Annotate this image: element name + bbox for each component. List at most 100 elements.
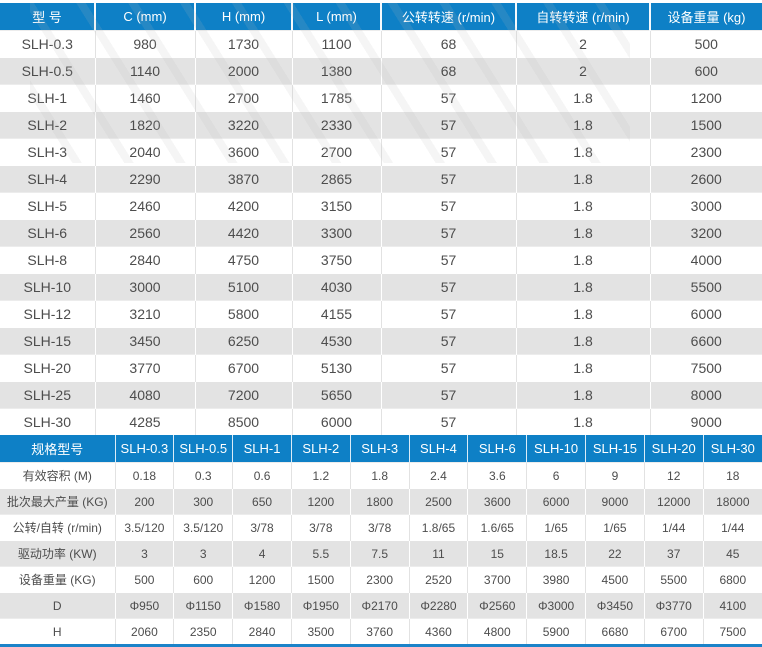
value-cell: 1200 [232, 566, 292, 593]
value-cell: 45 [703, 540, 762, 567]
column-header: 型 号 [0, 3, 96, 31]
value-cell: 6680 [585, 618, 645, 644]
value-cell: 1/44 [644, 514, 704, 541]
value-cell: 1200 [291, 488, 351, 515]
model-cell: SLH-0.3 [0, 30, 96, 58]
value-cell: 4030 [292, 273, 382, 301]
value-cell: 5800 [195, 300, 293, 328]
value-cell: Φ3000 [526, 592, 586, 619]
table-row: 设备重量 (KG) 500 600 1200 1500 2300 2520 3700 3980 4… [0, 566, 762, 593]
value-cell: 3.6 [467, 462, 528, 489]
model-column-header: SLH-3 [350, 435, 410, 463]
value-cell: 3750 [292, 246, 382, 274]
model-column-header: SLH-6 [467, 435, 528, 463]
value-cell: 3500 [291, 618, 351, 644]
value-cell: 6250 [195, 327, 293, 355]
row-label: D [0, 592, 116, 619]
value-cell: 12 [644, 462, 704, 489]
value-cell: 4360 [409, 618, 469, 644]
value-cell: 57 [381, 138, 517, 166]
model-column-header: SLH-0.5 [173, 435, 234, 463]
table-row: SLH-25 4080 7200 5650 57 1.8 8000 [0, 381, 762, 409]
value-cell: 600 [173, 566, 234, 593]
value-cell: 6700 [195, 354, 293, 382]
value-cell: 1.8 [516, 165, 651, 193]
value-cell: 5900 [526, 618, 586, 644]
value-cell: 11 [409, 540, 469, 567]
value-cell: 57 [381, 165, 517, 193]
value-cell: 2 [516, 30, 651, 58]
value-cell: 5650 [292, 381, 382, 409]
model-column-header: SLH-20 [644, 435, 704, 463]
value-cell: 1820 [95, 111, 196, 139]
table-row: SLH-3 2040 3600 2700 57 1.8 2300 [0, 138, 762, 166]
value-cell: 1.8 [516, 300, 651, 328]
value-cell: 2560 [95, 219, 196, 247]
value-cell: 0.3 [173, 462, 234, 489]
value-cell: 3 [173, 540, 234, 567]
value-cell: 18.5 [526, 540, 586, 567]
model-cell: SLH-4 [0, 165, 96, 193]
value-cell: 1.2 [291, 462, 351, 489]
value-cell: 3450 [95, 327, 196, 355]
value-cell: Φ2560 [467, 592, 528, 619]
value-cell: 7.5 [350, 540, 410, 567]
value-cell: 6000 [526, 488, 586, 515]
value-cell: 600 [650, 57, 762, 85]
model-column-header: SLH-0.3 [115, 435, 175, 463]
table-row: 驱动功率 (KW) 3 3 4 5.5 7.5 11 15 18.5 22 37 45 [0, 540, 762, 567]
value-cell: 57 [381, 327, 517, 355]
value-cell: 4285 [95, 408, 196, 435]
value-cell: 1.8/65 [409, 514, 469, 541]
value-cell: 3000 [95, 273, 196, 301]
value-cell: 2060 [115, 618, 175, 644]
value-cell: 1.8 [516, 381, 651, 409]
value-cell: 2700 [195, 84, 293, 112]
value-cell: 2330 [292, 111, 382, 139]
value-cell: 5130 [292, 354, 382, 382]
value-cell: 7500 [650, 354, 762, 382]
value-cell: 2290 [95, 165, 196, 193]
model-cell: SLH-0.5 [0, 57, 96, 85]
model-cell: SLH-3 [0, 138, 96, 166]
table-row: SLH-1 1460 2700 1785 57 1.8 1200 [0, 84, 762, 112]
value-cell: 500 [115, 566, 175, 593]
value-cell: 3600 [467, 488, 528, 515]
value-cell: 37 [644, 540, 704, 567]
value-cell: 3.5/120 [115, 514, 175, 541]
column-header: C (mm) [95, 3, 196, 31]
value-cell: 4080 [95, 381, 196, 409]
model-cell: SLH-1 [0, 84, 96, 112]
value-cell: 2000 [195, 57, 293, 85]
table-row: SLH-4 2290 3870 2865 57 1.8 2600 [0, 165, 762, 193]
model-cell: SLH-2 [0, 111, 96, 139]
value-cell: 68 [381, 57, 517, 85]
column-header: 设备重量 (kg) [650, 3, 762, 31]
value-cell: 500 [650, 30, 762, 58]
table-row: SLH-2 1820 3220 2330 57 1.8 1500 [0, 111, 762, 139]
table-row: 公转/自转 (r/min) 3.5/120 3.5/120 3/78 3/78 3/78 1… [0, 514, 762, 541]
value-cell: Φ1580 [232, 592, 292, 619]
value-cell: 2460 [95, 192, 196, 220]
value-cell: 4000 [650, 246, 762, 274]
model-cell: SLH-10 [0, 273, 96, 301]
value-cell: 3000 [650, 192, 762, 220]
table-row: SLH-15 3450 6250 4530 57 1.8 6600 [0, 327, 762, 355]
value-cell: 2520 [409, 566, 469, 593]
value-cell: 18000 [703, 488, 762, 515]
value-cell: 18 [703, 462, 762, 489]
value-cell: 8500 [195, 408, 293, 435]
table-row: SLH-30 4285 8500 6000 57 1.8 9000 [0, 408, 762, 435]
value-cell: 200 [115, 488, 175, 515]
row-label: 设备重量 (KG) [0, 566, 116, 593]
table-row: SLH-0.5 1140 2000 1380 68 2 600 [0, 57, 762, 85]
value-cell: 8000 [650, 381, 762, 409]
table-row: SLH-6 2560 4420 3300 57 1.8 3200 [0, 219, 762, 247]
value-cell: Φ2170 [350, 592, 410, 619]
value-cell: 2840 [95, 246, 196, 274]
value-cell: 4420 [195, 219, 293, 247]
value-cell: 57 [381, 354, 517, 382]
spec-table-secondary: 规格型号 SLH-0.3 SLH-0.5 SLH-1 SLH-2 SLH-3 SLH-4 SL… [0, 435, 762, 644]
value-cell: 3.5/120 [173, 514, 234, 541]
